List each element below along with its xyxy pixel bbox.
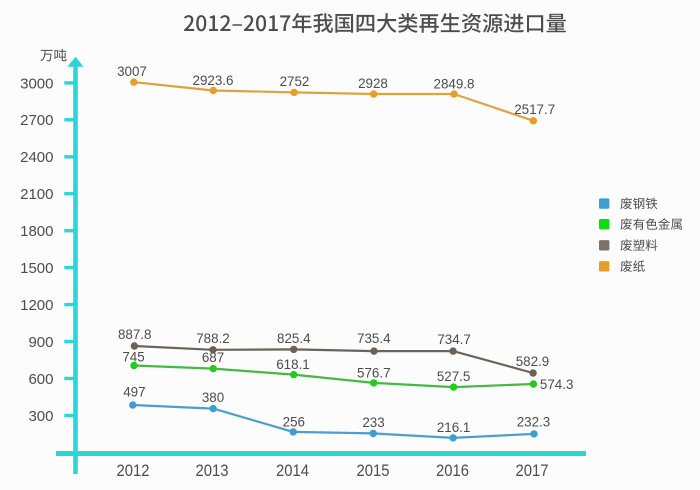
svg-text:574.3: 574.3 xyxy=(540,377,574,392)
svg-text:582.9: 582.9 xyxy=(516,354,550,369)
svg-text:1500: 1500 xyxy=(20,260,53,277)
svg-text:1200: 1200 xyxy=(20,297,53,314)
svg-text:2100: 2100 xyxy=(20,186,53,203)
svg-text:2752: 2752 xyxy=(280,74,310,89)
svg-text:745: 745 xyxy=(122,350,144,365)
svg-text:734.7: 734.7 xyxy=(437,332,471,347)
svg-text:735.4: 735.4 xyxy=(357,331,391,346)
svg-text:618.1: 618.1 xyxy=(276,357,310,372)
svg-text:825.4: 825.4 xyxy=(277,331,311,346)
svg-text:2849.8: 2849.8 xyxy=(434,76,475,91)
svg-text:2928: 2928 xyxy=(358,76,388,91)
svg-text:576.7: 576.7 xyxy=(357,366,391,381)
svg-text:2014: 2014 xyxy=(276,461,309,480)
svg-text:2015: 2015 xyxy=(357,461,390,480)
svg-text:3000: 3000 xyxy=(20,75,53,92)
svg-text:1800: 1800 xyxy=(20,223,53,240)
svg-text:527.5: 527.5 xyxy=(437,369,471,384)
svg-text:256: 256 xyxy=(283,414,305,429)
svg-text:2016: 2016 xyxy=(436,461,469,480)
svg-text:900: 900 xyxy=(28,334,53,351)
svg-text:887.8: 887.8 xyxy=(118,327,152,342)
svg-text:3007: 3007 xyxy=(117,64,147,79)
svg-text:600: 600 xyxy=(28,371,53,388)
svg-text:216.1: 216.1 xyxy=(437,420,471,435)
svg-text:233: 233 xyxy=(362,415,384,430)
svg-text:2017: 2017 xyxy=(516,461,549,480)
svg-text:2400: 2400 xyxy=(20,149,53,166)
svg-text:2700: 2700 xyxy=(20,112,53,129)
svg-text:380: 380 xyxy=(202,390,224,405)
svg-text:497: 497 xyxy=(123,385,145,400)
svg-text:2012: 2012 xyxy=(117,461,150,480)
svg-text:788.2: 788.2 xyxy=(196,331,230,346)
svg-text:687: 687 xyxy=(202,350,224,365)
svg-text:2923.6: 2923.6 xyxy=(193,73,234,88)
svg-text:232.3: 232.3 xyxy=(517,414,551,429)
svg-text:2517.7: 2517.7 xyxy=(514,102,555,117)
svg-text:2013: 2013 xyxy=(196,461,229,480)
svg-text:300: 300 xyxy=(28,408,53,425)
